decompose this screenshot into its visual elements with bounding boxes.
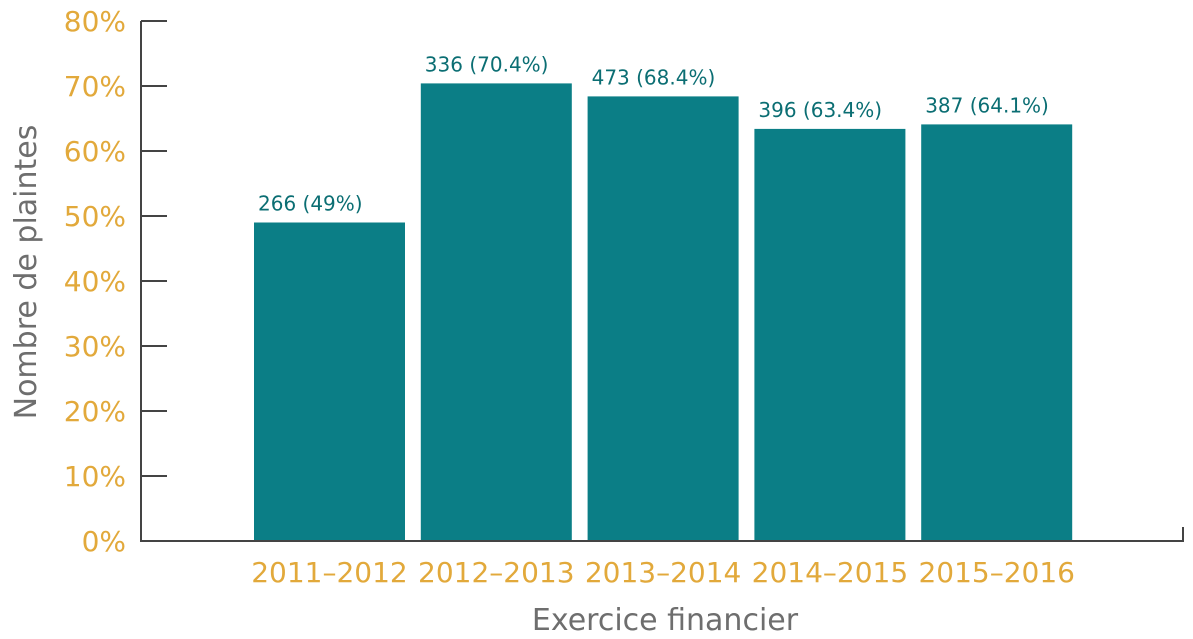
y-tick-label: 30%	[64, 330, 126, 363]
y-tick-label: 70%	[64, 70, 126, 103]
data-labels: 266 (49%) 336 (70.4%) 473 (68.4%) 396 (63.4…	[258, 52, 1049, 215]
bar-data-label: 266 (49%)	[258, 192, 363, 216]
y-tick-label: 0%	[82, 525, 126, 558]
axes	[140, 21, 1184, 542]
bar-data-label: 396 (63.4%)	[758, 98, 882, 122]
bar-data-label: 387 (64.1%)	[925, 93, 1049, 117]
bar	[754, 128, 906, 541]
bar	[420, 83, 572, 542]
x-tick-label: 2011–2012	[251, 556, 408, 589]
bar	[921, 124, 1073, 542]
bar-data-label: 336 (70.4%)	[425, 52, 549, 76]
y-axis-title: Nombre de plaintes	[9, 125, 44, 420]
bar	[254, 222, 405, 541]
y-tick-label: 10%	[64, 460, 126, 493]
y-tick-label: 40%	[64, 265, 126, 298]
x-tick-label: 2015–2016	[918, 556, 1075, 589]
y-tick-label: 50%	[64, 200, 126, 233]
bars	[254, 83, 1073, 542]
x-axis-title: Exercice financier	[532, 603, 799, 638]
y-tick-label: 80%	[64, 5, 126, 38]
y-tick-label: 20%	[64, 395, 126, 428]
bar-data-label: 473 (68.4%)	[592, 65, 716, 89]
x-axis-ticks: 2011–2012 2012–2013 2013–2014 2014–2015 2015…	[251, 556, 1075, 589]
bar	[587, 96, 739, 542]
x-tick-label: 2013–2014	[585, 556, 742, 589]
x-tick-label: 2012–2013	[418, 556, 575, 589]
x-tick-label: 2014–2015	[752, 556, 909, 589]
y-axis-ticks: 0% 10% 20% 30% 40% 50% 60% 70% 80%	[64, 5, 167, 558]
y-tick-label: 60%	[64, 135, 126, 168]
